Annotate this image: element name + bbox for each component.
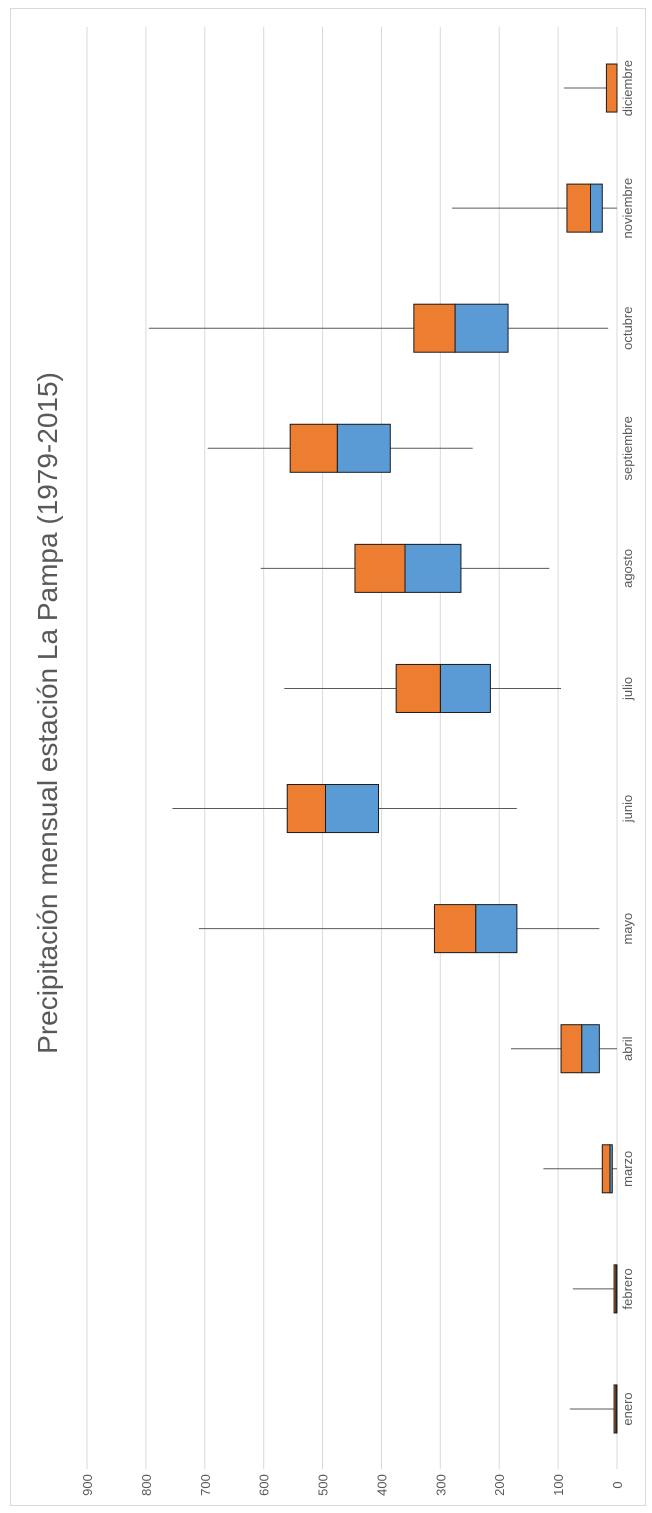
upper-box-mayo	[433, 904, 477, 954]
box-group-enero	[569, 1384, 618, 1434]
box-group-octubre	[148, 303, 609, 353]
category-label-noviembre: noviembre	[620, 178, 635, 239]
tick-label-300: 300	[433, 1474, 448, 1496]
upper-box-marzo	[601, 1144, 611, 1194]
box-group-agosto	[260, 543, 550, 593]
upper-box-junio	[286, 784, 327, 834]
lower-box-octubre	[454, 303, 509, 353]
tick-label-600: 600	[257, 1474, 272, 1496]
tick-label-400: 400	[374, 1474, 389, 1496]
box-group-julio	[284, 663, 562, 713]
lower-box-noviembre	[590, 183, 603, 233]
upper-box-diciembre	[605, 63, 618, 113]
upper-box-enero	[613, 1384, 617, 1434]
tick-label-900: 900	[80, 1474, 95, 1496]
box-series-layer	[148, 63, 618, 1434]
upper-box-abril	[560, 1024, 583, 1074]
lower-box-junio	[325, 784, 379, 834]
category-label-octubre: octubre	[620, 307, 635, 350]
category-label-enero: enero	[620, 1392, 635, 1425]
category-label-abril: abril	[620, 1036, 635, 1061]
upper-box-febrero	[613, 1264, 617, 1314]
tick-label-200: 200	[492, 1474, 507, 1496]
upper-box-agosto	[354, 543, 406, 593]
category-label-julio: julio	[620, 677, 635, 701]
tick-label-800: 800	[139, 1474, 154, 1496]
box-group-marzo	[543, 1144, 617, 1194]
box-group-junio	[172, 784, 517, 834]
box-group-noviembre	[452, 183, 617, 233]
box-group-abril	[511, 1024, 617, 1074]
tick-label-500: 500	[316, 1474, 331, 1496]
category-label-agosto: agosto	[620, 549, 635, 588]
category-axis-labels: enero febrero marzo abril mayo junio julio agos…	[620, 60, 635, 1426]
lower-box-agosto	[404, 543, 462, 593]
category-label-marzo: marzo	[620, 1151, 635, 1187]
upper-box-septiembre	[289, 423, 338, 473]
lower-box-mayo	[475, 904, 518, 954]
tick-label-700: 700	[198, 1474, 213, 1496]
upper-box-octubre	[413, 303, 456, 353]
category-label-febrero: febrero	[620, 1268, 635, 1309]
category-label-junio: junio	[620, 795, 635, 823]
upper-box-julio	[395, 663, 441, 713]
chart-title: Precipitación mensual estación La Pampa …	[32, 372, 63, 1054]
box-group-diciembre	[564, 63, 618, 113]
lower-box-abril	[581, 1024, 600, 1074]
category-label-diciembre: diciembre	[620, 60, 635, 116]
tick-label-100: 100	[551, 1474, 566, 1496]
category-label-mayo: mayo	[620, 913, 635, 945]
box-group-septiembre	[207, 423, 473, 473]
chart-frame: 0 100 200 300 400 500 600 700 800 900 enero febrer…	[10, 8, 646, 1506]
grid-layer	[86, 27, 618, 1469]
category-label-septiembre: septiembre	[620, 416, 635, 480]
box-group-mayo	[198, 904, 600, 954]
box-group-febrero	[572, 1264, 618, 1314]
lower-box-septiembre	[336, 423, 391, 473]
lower-box-julio	[439, 663, 491, 713]
upper-box-noviembre	[566, 183, 592, 233]
tick-label-0: 0	[610, 1481, 625, 1488]
box-plot-chart: 0 100 200 300 400 500 600 700 800 900 enero febrer…	[32, 27, 635, 1496]
value-axis-ticks: 0 100 200 300 400 500 600 700 800 900	[80, 1474, 625, 1496]
